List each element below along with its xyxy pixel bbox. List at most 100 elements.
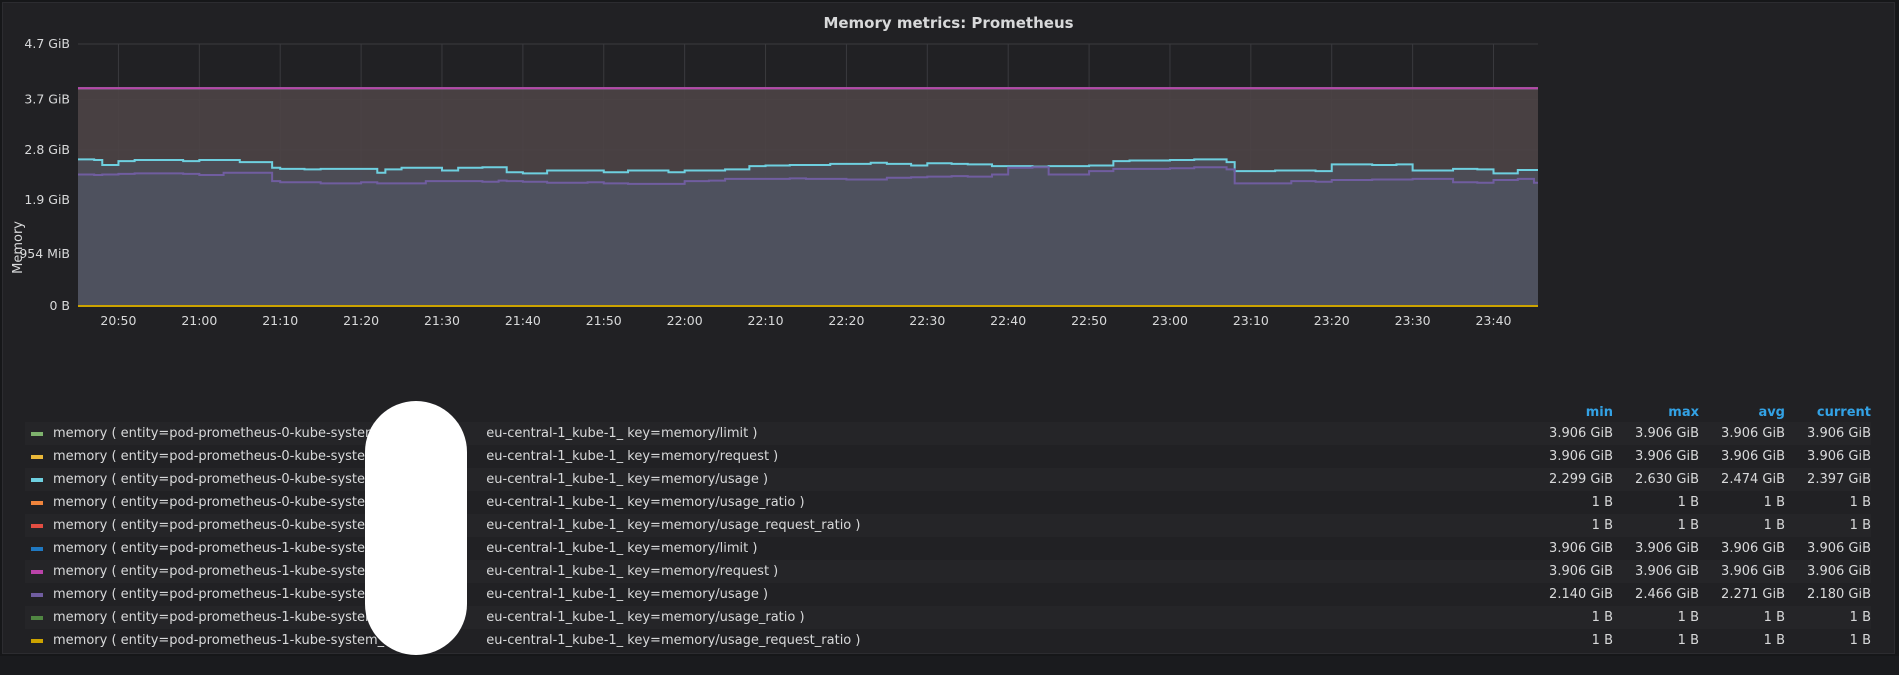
legend-value-avg: 3.906 GiB <box>1721 426 1785 441</box>
legend-series-label[interactable]: memory ( entity=pod-prometheus-1-kube-sy… <box>53 610 805 625</box>
series-line-2 <box>78 158 1538 175</box>
legend-value-max: 3.906 GiB <box>1635 541 1699 556</box>
legend-value-max: 3.906 GiB <box>1635 564 1699 579</box>
legend-value-max: 1 B <box>1677 518 1699 533</box>
legend-value-min: 1 B <box>1591 610 1613 625</box>
legend-swatch[interactable] <box>31 523 43 528</box>
legend-value-avg: 3.906 GiB <box>1721 449 1785 464</box>
legend-value-max: 1 B <box>1677 495 1699 510</box>
legend-value-current: 1 B <box>1849 633 1871 648</box>
legend-value-max: 2.466 GiB <box>1635 587 1699 602</box>
legend-col-current[interactable]: current <box>1816 405 1871 420</box>
legend-value-avg: 2.474 GiB <box>1721 472 1785 487</box>
x-tick-label: 22:50 <box>1071 313 1107 328</box>
legend-value-max: 3.906 GiB <box>1635 426 1699 441</box>
x-tick-label: 20:50 <box>100 313 136 328</box>
memory-chart[interactable]: 0 B 954 MiB 1.9 GiB 2.8 GiB 3.7 GiB 4.7 GiB 2… <box>3 3 1896 403</box>
x-tick-label: 22:20 <box>828 313 864 328</box>
usage-area <box>78 167 1538 306</box>
legend-swatch[interactable] <box>31 454 43 459</box>
legend-swatch[interactable] <box>31 569 43 574</box>
x-tick-label: 21:40 <box>505 313 541 328</box>
x-tick-label: 21:00 <box>181 313 217 328</box>
legend-value-avg: 1 B <box>1763 495 1785 510</box>
legend-swatch[interactable] <box>31 431 43 436</box>
legend-row[interactable]: memory ( entity=pod-prometheus-0-kube-sy… <box>25 491 1871 514</box>
legend-swatch[interactable] <box>31 500 43 505</box>
legend-swatch[interactable] <box>31 592 43 597</box>
legend-series-label[interactable]: memory ( entity=pod-prometheus-0-kube-sy… <box>53 426 758 441</box>
legend-series-label[interactable]: memory ( entity=pod-prometheus-1-kube-sy… <box>53 564 779 579</box>
graph-panel: Memory metrics: Prometheus Memory 0 B 954… <box>2 2 1895 654</box>
legend-series-label[interactable]: memory ( entity=pod-prometheus-1-kube-sy… <box>53 541 758 556</box>
legend-value-max: 3.906 GiB <box>1635 449 1699 464</box>
legend-series-label[interactable]: memory ( entity=pod-prometheus-0-kube-sy… <box>53 518 861 533</box>
redaction-mark <box>365 401 467 655</box>
x-tick-label: 23:20 <box>1314 313 1350 328</box>
legend-value-min: 2.140 GiB <box>1549 587 1613 602</box>
legend-row[interactable]: memory ( entity=pod-prometheus-1-kube-sy… <box>25 560 1871 583</box>
legend-row[interactable]: memory ( entity=pod-prometheus-0-kube-sy… <box>25 468 1871 491</box>
x-tick-label: 21:30 <box>424 313 460 328</box>
line-layer <box>78 87 1538 307</box>
legend-value-min: 1 B <box>1591 633 1613 648</box>
legend-col-avg[interactable]: avg <box>1758 405 1785 420</box>
legend-value-current: 3.906 GiB <box>1807 426 1871 441</box>
legend-swatch[interactable] <box>31 615 43 620</box>
legend-rows: memory ( entity=pod-prometheus-0-kube-sy… <box>25 422 1871 652</box>
legend-value-min: 3.906 GiB <box>1549 564 1613 579</box>
x-tick-label: 23:40 <box>1475 313 1511 328</box>
legend-col-max[interactable]: max <box>1668 405 1699 420</box>
x-tick-label: 22:40 <box>990 313 1026 328</box>
legend-value-current: 1 B <box>1849 518 1871 533</box>
legend-value-current: 2.180 GiB <box>1807 587 1871 602</box>
legend-value-current: 3.906 GiB <box>1807 449 1871 464</box>
legend-row[interactable]: memory ( entity=pod-prometheus-1-kube-sy… <box>25 537 1871 560</box>
legend-value-avg: 2.271 GiB <box>1721 587 1785 602</box>
y-tick-layer: 0 B 954 MiB 1.9 GiB 2.8 GiB 3.7 GiB 4.7 GiB <box>19 36 70 313</box>
legend-value-current: 3.906 GiB <box>1807 541 1871 556</box>
y-tick-label: 2.8 GiB <box>24 142 70 157</box>
y-tick-label: 4.7 GiB <box>24 36 70 51</box>
legend-value-current: 3.906 GiB <box>1807 564 1871 579</box>
legend-series-label[interactable]: memory ( entity=pod-prometheus-0-kube-sy… <box>53 449 779 464</box>
legend-swatch[interactable] <box>31 477 43 482</box>
y-tick-label: 954 MiB <box>19 246 70 261</box>
legend-row[interactable]: memory ( entity=pod-prometheus-1-kube-sy… <box>25 629 1871 652</box>
legend-value-min: 1 B <box>1591 518 1613 533</box>
legend-value-max: 1 B <box>1677 633 1699 648</box>
legend-value-min: 3.906 GiB <box>1549 426 1613 441</box>
x-tick-label: 22:30 <box>909 313 945 328</box>
legend-value-min: 3.906 GiB <box>1549 541 1613 556</box>
legend-series-label[interactable]: memory ( entity=pod-prometheus-1-kube-sy… <box>53 587 769 602</box>
bottom-strip <box>0 656 1899 675</box>
legend-value-min: 2.299 GiB <box>1549 472 1613 487</box>
legend-value-avg: 1 B <box>1763 518 1785 533</box>
legend-swatch[interactable] <box>31 546 43 551</box>
y-tick-label: 0 B <box>49 298 70 313</box>
legend-value-avg: 3.906 GiB <box>1721 564 1785 579</box>
legend-swatch[interactable] <box>31 638 43 643</box>
x-tick-label: 23:00 <box>1152 313 1188 328</box>
legend-series-label[interactable]: memory ( entity=pod-prometheus-1-kube-sy… <box>53 633 861 648</box>
legend-series-label[interactable]: memory ( entity=pod-prometheus-0-kube-sy… <box>53 495 805 510</box>
legend-row[interactable]: memory ( entity=pod-prometheus-0-kube-sy… <box>25 514 1871 537</box>
y-tick-label: 3.7 GiB <box>24 92 70 107</box>
legend-col-min[interactable]: min <box>1585 405 1613 420</box>
x-tick-label: 23:30 <box>1395 313 1431 328</box>
y-tick-label: 1.9 GiB <box>24 192 70 207</box>
legend-row[interactable]: memory ( entity=pod-prometheus-0-kube-sy… <box>25 422 1871 445</box>
series-line-7 <box>78 166 1538 185</box>
legend-value-current: 2.397 GiB <box>1807 472 1871 487</box>
legend-table: min max avg current memory ( entity=pod-… <box>25 403 1871 652</box>
legend-row[interactable]: memory ( entity=pod-prometheus-0-kube-sy… <box>25 445 1871 468</box>
legend-row[interactable]: memory ( entity=pod-prometheus-1-kube-sy… <box>25 583 1871 606</box>
panel-title[interactable]: Memory metrics: Prometheus <box>823 14 1074 32</box>
legend-value-min: 3.906 GiB <box>1549 449 1613 464</box>
legend-series-label[interactable]: memory ( entity=pod-prometheus-0-kube-sy… <box>53 472 769 487</box>
area-layer <box>78 88 1538 306</box>
legend-row[interactable]: memory ( entity=pod-prometheus-1-kube-sy… <box>25 606 1871 629</box>
x-tick-label: 23:10 <box>1233 313 1269 328</box>
legend-value-max: 1 B <box>1677 610 1699 625</box>
legend-value-current: 1 B <box>1849 495 1871 510</box>
